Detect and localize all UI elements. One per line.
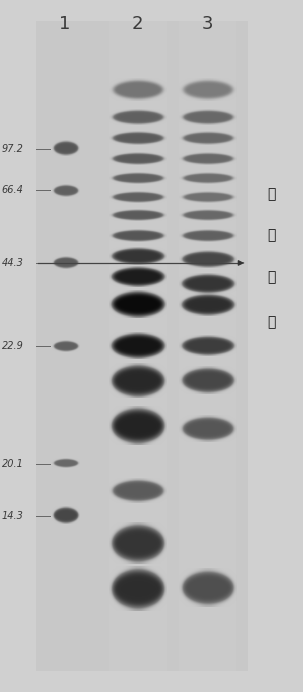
Text: 物: 物 [267,315,275,329]
Bar [36,21,248,671]
Text: 3: 3 [202,15,213,33]
Text: 20.1: 20.1 [2,459,23,468]
Bar [109,21,167,671]
Text: 标: 标 [267,228,275,242]
Text: 97.2: 97.2 [2,144,23,154]
Text: 22.9: 22.9 [2,341,23,351]
Text: 66.4: 66.4 [2,185,23,195]
Bar [179,21,236,671]
Text: 14.3: 14.3 [2,511,23,520]
Text: 产: 产 [267,270,275,284]
Text: 目: 目 [267,187,275,201]
Text: 2: 2 [132,15,144,33]
Text: 1: 1 [59,15,71,33]
Text: 44.3: 44.3 [2,258,23,268]
